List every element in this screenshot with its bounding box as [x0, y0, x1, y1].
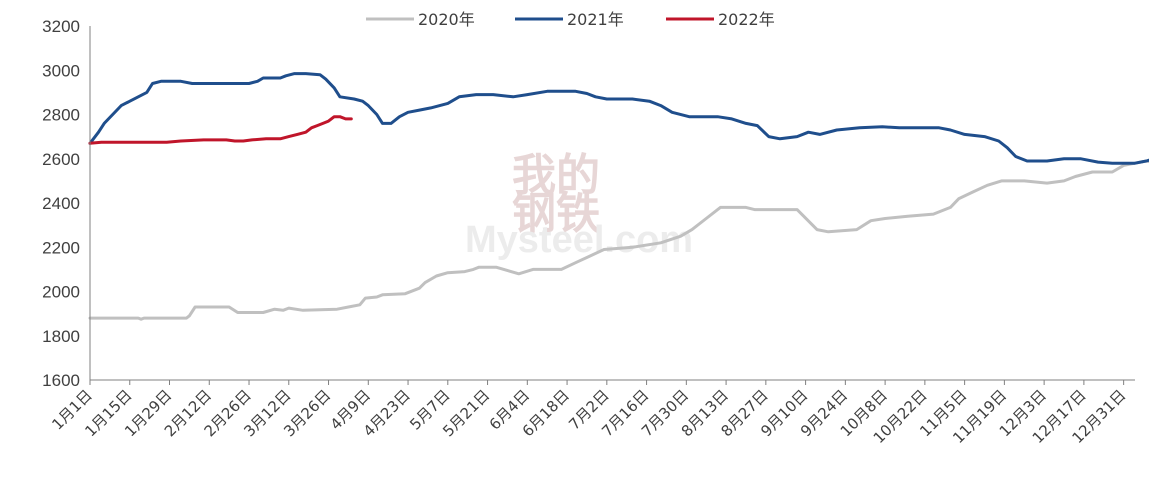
y-tick-label: 1600 — [42, 371, 80, 390]
svg-text:钢铁: 钢铁 — [512, 188, 600, 239]
svg-text:Mysteel.com: Mysteel.com — [465, 219, 693, 261]
svg-text:我的: 我的 — [512, 150, 600, 201]
y-axis: 1600 1800 2000 2200 2400 2600 2800 3000 3200 — [42, 17, 91, 390]
legend-label: 2022年 — [718, 10, 775, 29]
y-tick-label: 2800 — [42, 106, 80, 125]
legend-label: 2021年 — [567, 10, 624, 29]
y-tick-label: 3000 — [42, 61, 80, 80]
legend: 2020年 2021年 2022年 — [366, 10, 775, 29]
series-line-2022年 — [88, 115, 353, 145]
y-tick-label: 1800 — [42, 327, 80, 346]
watermark: 我的 钢铁 Mysteel.com — [465, 150, 693, 261]
y-tick-label: 2400 — [42, 194, 80, 213]
y-tick-label: 2000 — [42, 283, 80, 302]
y-tick-label: 3200 — [42, 17, 80, 36]
series-line-2021年 — [88, 72, 1149, 165]
series-line-2020年 — [88, 159, 1149, 321]
plot-lines — [88, 72, 1149, 321]
y-tick-label: 2600 — [42, 150, 80, 169]
x-axis: 1月1日1月15日1月29日2月12日2月26日3月12日3月26日4月9日4月… — [48, 379, 1135, 447]
legend-label: 2020年 — [418, 10, 475, 29]
y-tick-label: 2200 — [42, 238, 80, 257]
